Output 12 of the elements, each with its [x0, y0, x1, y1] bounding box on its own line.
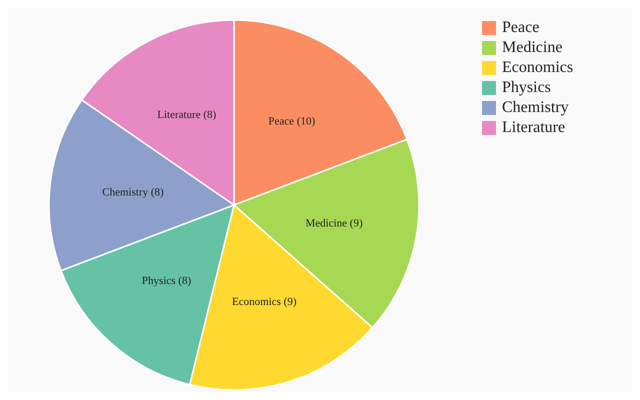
legend-label: Literature	[502, 119, 566, 137]
data-label: Economics (9)	[232, 296, 297, 308]
legend-label: Physics	[502, 79, 551, 97]
data-label: Literature (8)	[157, 108, 217, 121]
data-label: Physics (8)	[142, 275, 192, 288]
legend-label: Peace	[502, 19, 540, 37]
data-label: Chemistry (8)	[102, 186, 164, 199]
data-label: Peace (10)	[268, 115, 316, 128]
data-label: Medicine (9)	[306, 217, 363, 230]
legend-label: Chemistry	[502, 99, 569, 117]
legend-label: Medicine	[502, 39, 562, 57]
legend-label: Economics	[502, 59, 574, 77]
